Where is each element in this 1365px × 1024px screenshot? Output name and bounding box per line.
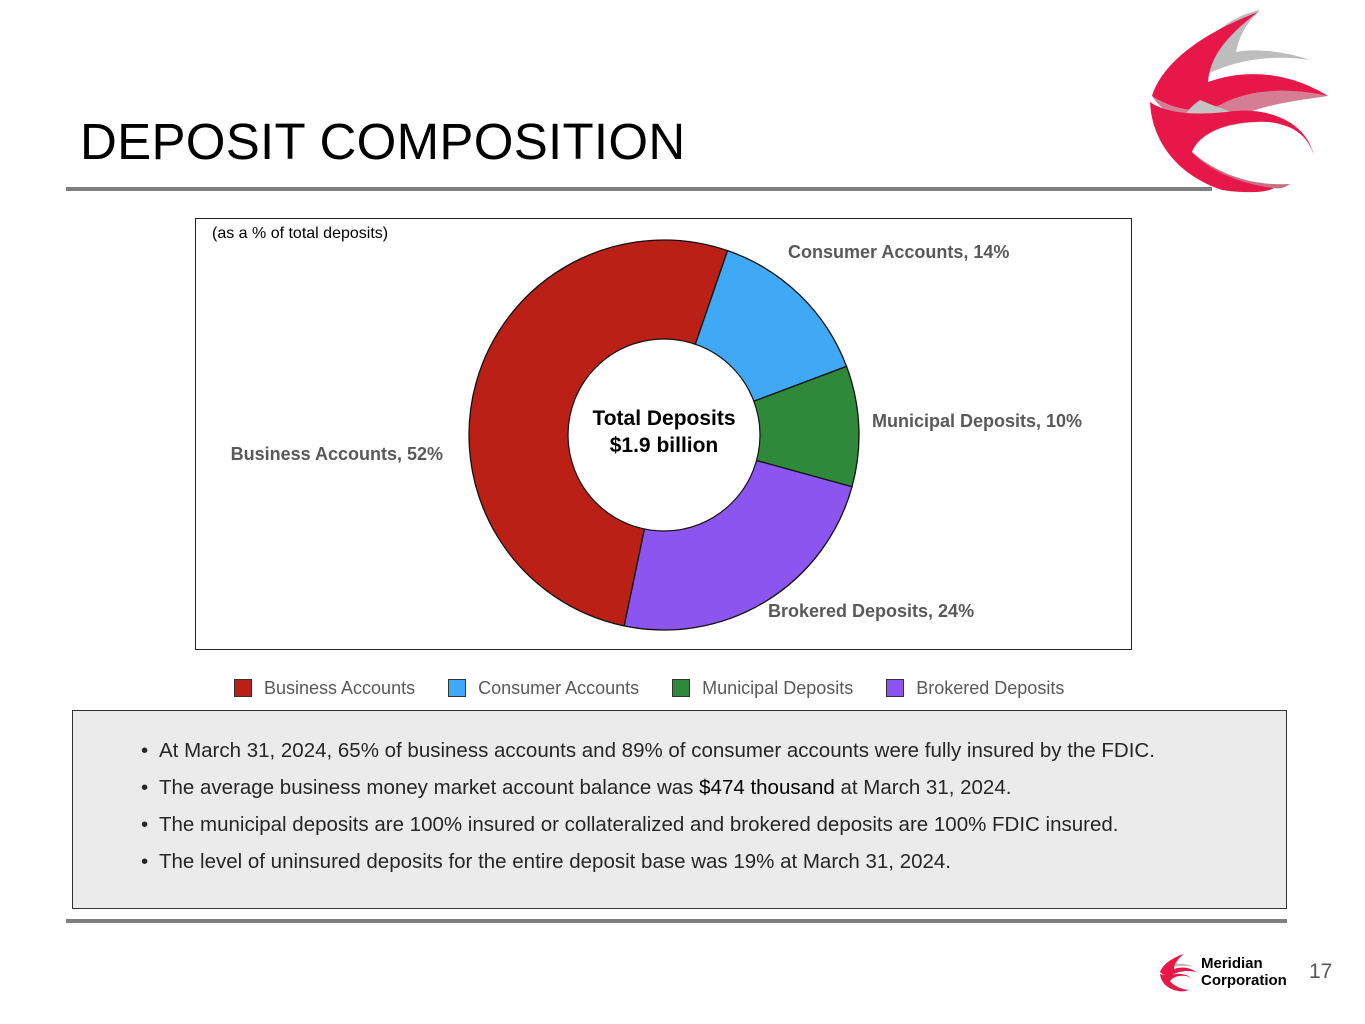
- title-divider: [66, 187, 1212, 191]
- bullet-icon: •: [141, 739, 149, 762]
- legend-item-consumer: Consumer Accounts: [448, 678, 639, 699]
- chart-subtitle: (as a % of total deposits): [212, 225, 389, 242]
- list-item: • The municipal deposits are 100% insured…: [141, 813, 1155, 850]
- slice-municipal: [661, 365, 860, 488]
- slide-title: DEPOSIT COMPOSITION: [80, 113, 686, 170]
- donut-chart: Total Deposits $1.9 billion Consumer Acc…: [231, 239, 1082, 631]
- note-text: at March 31, 2024.: [834, 776, 1012, 799]
- list-item: • The average business money market accou…: [141, 776, 1155, 813]
- data-label-consumer: Consumer Accounts, 14%: [788, 242, 1009, 262]
- note-text: The municipal deposits are 100% insured …: [159, 813, 1119, 836]
- legend-swatch: [886, 679, 905, 697]
- legend-swatch: [672, 679, 691, 697]
- center-label-line2: $1.9 billion: [610, 434, 719, 457]
- center-label-line1: Total Deposits: [592, 407, 735, 430]
- meridian-small-logo-icon: [1160, 954, 1196, 992]
- chart-panel: (as a % of total deposits) Total Deposit…: [195, 218, 1132, 650]
- legend-item-brokered: Brokered Deposits: [886, 678, 1064, 699]
- meridian-logo-icon: [1150, 10, 1328, 193]
- note-highlight: $474 thousand: [699, 776, 835, 799]
- list-item: • The level of uninsured deposits for the…: [141, 850, 1155, 887]
- notes-panel: • At March 31, 2024, 65% of business acco…: [72, 710, 1287, 909]
- footer-brand: Meridian Corporation: [1201, 955, 1287, 989]
- brand-line: Meridian: [1201, 955, 1263, 972]
- data-label-brokered: Brokered Deposits, 24%: [768, 601, 974, 621]
- note-text: The average business money market accoun…: [159, 776, 700, 799]
- legend-item-business: Business Accounts: [234, 678, 415, 699]
- chart-legend: Business Accounts Consumer Accounts Muni…: [234, 676, 1097, 700]
- data-label-municipal: Municipal Deposits, 10%: [872, 411, 1082, 431]
- donut-hole: [567, 338, 761, 532]
- bullet-icon: •: [141, 813, 149, 836]
- note-text: The level of uninsured deposits for the …: [159, 850, 952, 873]
- footer-divider: [66, 919, 1287, 923]
- brand-line: Corporation: [1201, 972, 1287, 989]
- legend-swatch: [234, 679, 252, 697]
- list-item: • At March 31, 2024, 65% of business acco…: [141, 739, 1155, 776]
- bullet-icon: •: [141, 776, 149, 799]
- legend-swatch: [448, 679, 467, 697]
- notes-list: • At March 31, 2024, 65% of business acco…: [141, 739, 1155, 887]
- legend-label: Brokered Deposits: [916, 677, 1065, 698]
- page-number: 17: [1309, 960, 1333, 983]
- note-text: At March 31, 2024, 65% of business accou…: [159, 739, 1155, 762]
- bullet-icon: •: [141, 850, 149, 873]
- legend-label: Municipal Deposits: [702, 677, 854, 698]
- legend-label: Consumer Accounts: [478, 677, 640, 698]
- data-label-business: Business Accounts, 52%: [231, 444, 443, 464]
- legend-item-municipal: Municipal Deposits: [672, 678, 853, 699]
- legend-label: Business Accounts: [264, 677, 416, 698]
